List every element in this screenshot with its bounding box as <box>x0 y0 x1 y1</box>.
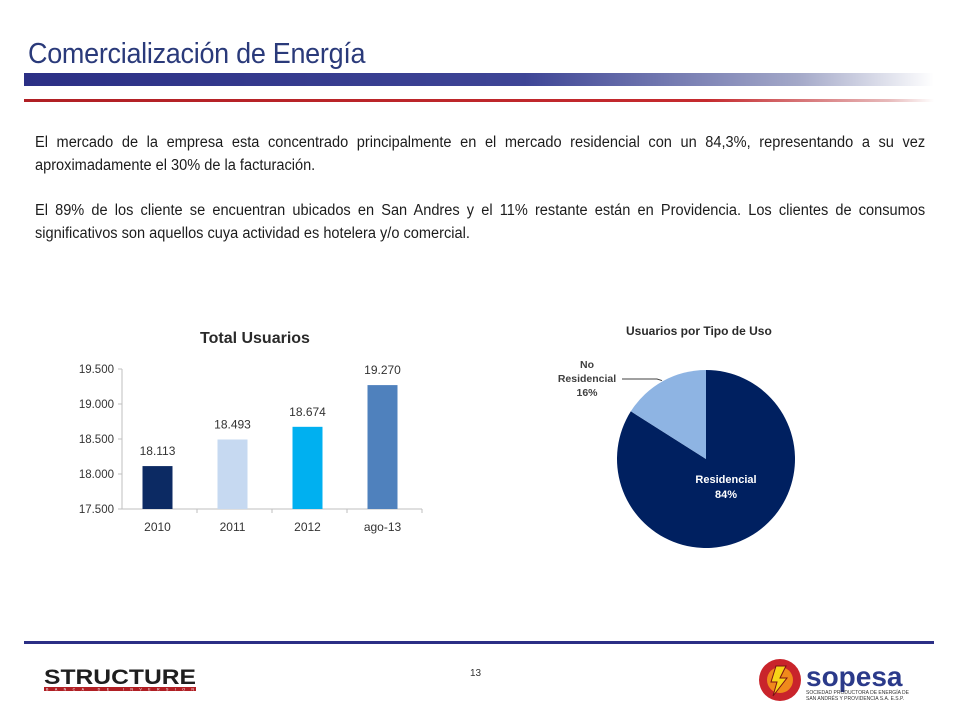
x-tick-label: ago-13 <box>364 520 402 534</box>
bar-chart-title: Total Usuarios <box>200 330 310 347</box>
pie-chart: Residencial 84% No Residencial 16% <box>558 359 795 548</box>
pie-slice-label: Residencial <box>695 474 756 486</box>
bar-value-label: 18.493 <box>214 417 251 431</box>
y-tick-label: 19.000 <box>79 399 114 411</box>
svg-text:SAN ANDRÉS Y PROVIDENCIA S.A.: SAN ANDRÉS Y PROVIDENCIA S.A. E.S.P. <box>806 695 904 702</box>
pie-slice <box>630 370 706 459</box>
bar-value-label: 19.270 <box>364 363 401 377</box>
x-tick-label: 2010 <box>144 520 171 534</box>
bar-value-label: 18.674 <box>289 405 326 419</box>
sopesa-logo: sopesa SOCIEDAD PRODUCTORA DE ENERGÍA DE… <box>759 659 910 702</box>
paragraph-location: El 89% de los cliente se encuentran ubic… <box>35 202 926 242</box>
structure-logo: STRUCTURE BANCA DE INVERSION <box>44 666 196 692</box>
y-tick-label: 18.500 <box>79 434 114 446</box>
svg-text:sopesa: sopesa <box>806 661 903 692</box>
y-tick-label: 19.500 <box>79 364 114 376</box>
title-underline-blue <box>24 73 934 86</box>
pie-slice-value-label: 16% <box>576 387 598 399</box>
title-underline-red <box>24 99 934 102</box>
pie-leader-line <box>622 378 663 382</box>
pie-slice-label: No <box>580 359 594 371</box>
svg-text:SOCIEDAD PRODUCTORA DE ENERGÍA: SOCIEDAD PRODUCTORA DE ENERGÍA DE <box>806 689 910 696</box>
page-title: Comercialización de Energía <box>28 38 366 70</box>
page-number: 13 <box>470 668 482 679</box>
pie-chart-title: Usuarios por Tipo de Uso <box>626 324 772 338</box>
pie-slice-label: Residencial <box>558 373 616 385</box>
bar-chart: 17.500 18.000 18.500 19.000 19.500 18.113 2010… <box>79 363 423 534</box>
svg-text:STRUCTURE: STRUCTURE <box>44 666 196 689</box>
y-tick-label: 18.000 <box>79 469 114 481</box>
bar <box>142 466 173 509</box>
x-tick-label: 2012 <box>294 520 321 534</box>
bar <box>292 426 323 509</box>
footer-divider <box>24 641 934 644</box>
paragraph-market: El mercado de la empresa esta concentrad… <box>35 134 926 174</box>
pie-slice-value-label: 84% <box>715 489 737 501</box>
y-tick-label: 17.500 <box>79 504 114 516</box>
bar <box>217 439 248 509</box>
x-tick-label: 2011 <box>220 520 246 534</box>
bar <box>367 385 398 509</box>
bar-value-label: 18.113 <box>140 444 176 458</box>
